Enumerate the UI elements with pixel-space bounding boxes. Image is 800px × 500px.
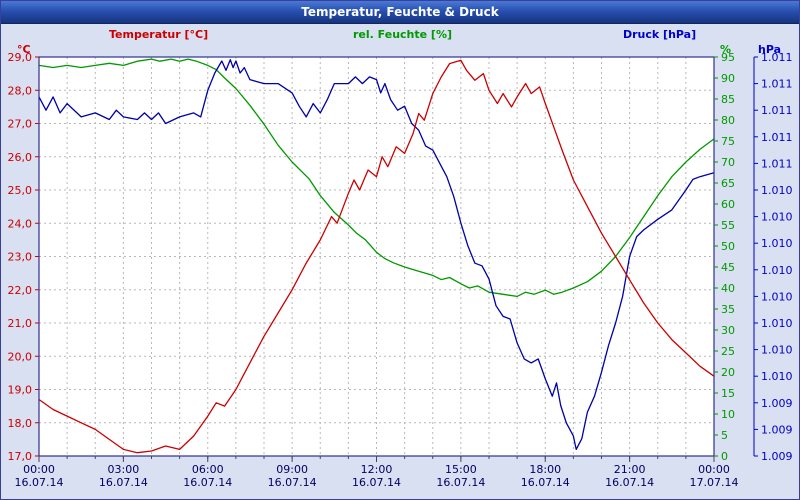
svg-text:16.07.14: 16.07.14 (436, 476, 485, 489)
svg-text:21,0: 21,0 (8, 317, 33, 330)
svg-text:16.07.14: 16.07.14 (268, 476, 317, 489)
humidity-axis-unit: % (720, 43, 732, 56)
svg-text:18:00: 18:00 (529, 463, 561, 476)
window-title: Temperatur, Feuchte & Druck (301, 5, 499, 19)
svg-text:1.009: 1.009 (761, 397, 793, 410)
svg-text:16.07.14: 16.07.14 (183, 476, 232, 489)
svg-text:09:00: 09:00 (276, 463, 308, 476)
svg-text:23,0: 23,0 (8, 251, 33, 264)
svg-text:27,0: 27,0 (8, 118, 33, 131)
svg-text:5: 5 (721, 429, 728, 442)
svg-text:1.010: 1.010 (761, 237, 793, 250)
svg-text:1.010: 1.010 (761, 290, 793, 303)
svg-text:15: 15 (721, 387, 735, 400)
svg-text:70: 70 (721, 156, 735, 169)
svg-text:75: 75 (721, 135, 735, 148)
legend-temperature: Temperatur [°C] (109, 28, 209, 41)
svg-text:1.010: 1.010 (761, 211, 793, 224)
svg-text:1.009: 1.009 (761, 450, 793, 463)
svg-text:16.07.14: 16.07.14 (521, 476, 570, 489)
svg-text:00:00: 00:00 (698, 463, 730, 476)
legend-humidity: rel. Feuchte [%] (353, 28, 452, 41)
svg-text:85: 85 (721, 93, 735, 106)
svg-text:50: 50 (721, 240, 735, 253)
pressure-axis-unit: hPa (758, 43, 782, 56)
svg-text:40: 40 (721, 282, 735, 295)
svg-text:1.011: 1.011 (761, 157, 793, 170)
svg-text:1.010: 1.010 (761, 184, 793, 197)
svg-text:18,0: 18,0 (8, 417, 33, 430)
svg-text:17.07.14: 17.07.14 (690, 476, 739, 489)
svg-text:16.07.14: 16.07.14 (15, 476, 64, 489)
svg-text:45: 45 (721, 261, 735, 274)
legend-pressure: Druck [hPa] (623, 28, 697, 41)
svg-text:1.010: 1.010 (761, 317, 793, 330)
svg-text:06:00: 06:00 (192, 463, 224, 476)
svg-text:95: 95 (721, 51, 735, 64)
svg-text:10: 10 (721, 408, 735, 421)
svg-text:00:00: 00:00 (23, 463, 55, 476)
svg-text:29,0: 29,0 (8, 51, 33, 64)
svg-text:0: 0 (721, 450, 728, 463)
svg-text:1.011: 1.011 (761, 104, 793, 117)
svg-text:60: 60 (721, 198, 735, 211)
svg-text:65: 65 (721, 177, 735, 190)
svg-text:16.07.14: 16.07.14 (605, 476, 654, 489)
svg-text:24,0: 24,0 (8, 217, 33, 230)
svg-text:19,0: 19,0 (8, 384, 33, 397)
temperature-axis-unit: °C (17, 43, 31, 56)
svg-text:16.07.14: 16.07.14 (99, 476, 148, 489)
svg-text:16.07.14: 16.07.14 (352, 476, 401, 489)
svg-text:55: 55 (721, 219, 735, 232)
svg-text:25: 25 (721, 345, 735, 358)
svg-text:1.011: 1.011 (761, 51, 793, 64)
svg-text:22,0: 22,0 (8, 284, 33, 297)
svg-text:03:00: 03:00 (108, 463, 140, 476)
svg-text:20,0: 20,0 (8, 350, 33, 363)
svg-text:35: 35 (721, 303, 735, 316)
svg-text:1.009: 1.009 (761, 423, 793, 436)
svg-text:21:00: 21:00 (614, 463, 646, 476)
svg-text:15:00: 15:00 (445, 463, 477, 476)
svg-text:1.011: 1.011 (761, 78, 793, 91)
svg-text:26,0: 26,0 (8, 151, 33, 164)
svg-text:28,0: 28,0 (8, 84, 33, 97)
svg-text:1.010: 1.010 (761, 344, 793, 357)
svg-text:1.010: 1.010 (761, 264, 793, 277)
svg-text:1.011: 1.011 (761, 131, 793, 144)
svg-text:17,0: 17,0 (8, 450, 33, 463)
title-bar: Temperatur, Feuchte & Druck (1, 1, 799, 24)
svg-text:1.010: 1.010 (761, 370, 793, 383)
svg-text:80: 80 (721, 114, 735, 127)
svg-text:30: 30 (721, 324, 735, 337)
svg-text:25,0: 25,0 (8, 184, 33, 197)
svg-text:90: 90 (721, 72, 735, 85)
svg-text:12:00: 12:00 (361, 463, 393, 476)
svg-text:20: 20 (721, 366, 735, 379)
